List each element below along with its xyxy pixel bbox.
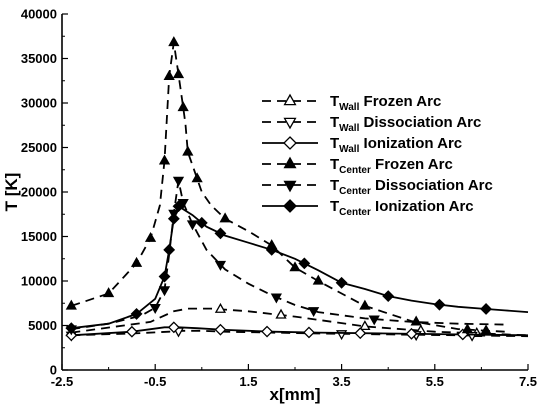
data-point — [172, 68, 185, 79]
data-point — [182, 145, 194, 156]
data-point — [177, 101, 189, 112]
x-axis-title: x[mm] — [269, 385, 320, 404]
data-point — [289, 261, 301, 272]
series-4 — [65, 36, 505, 335]
axes-layer: 0 5000 10000 15000 20000 25000 30000 35000 40000… — [21, 7, 537, 390]
x-tick-label: 3.5 — [333, 374, 351, 389]
data-point — [158, 286, 171, 297]
legend-label: TCenter Ionization Arc — [330, 198, 474, 218]
data-point — [359, 320, 371, 331]
data-point — [275, 308, 287, 319]
legend-label: TCenter Dissociation Arc — [330, 177, 493, 197]
data-point — [158, 154, 171, 165]
legend-marker — [283, 180, 297, 193]
data-point — [125, 325, 138, 338]
data-point — [261, 325, 273, 338]
data-point — [65, 322, 78, 335]
data-point — [149, 304, 161, 315]
data-point — [130, 308, 143, 320]
series-line — [71, 329, 529, 338]
legend-item: TWall Frozen Arc — [262, 93, 441, 113]
data-point — [214, 302, 227, 313]
legend-label: TWall Dissociation Arc — [330, 114, 481, 134]
data-point — [410, 315, 422, 326]
data-point — [308, 307, 320, 318]
series-line — [71, 307, 529, 337]
data-point — [65, 299, 77, 310]
data-point — [312, 274, 324, 285]
y-tick-label: 5000 — [28, 318, 57, 333]
data-point — [144, 231, 157, 242]
data-point — [265, 243, 278, 256]
data-point — [335, 276, 348, 289]
data-point — [195, 216, 208, 229]
legend-label: TCenter Frozen Arc — [330, 156, 453, 176]
data-point — [172, 200, 185, 213]
y-tick-label: 0 — [50, 363, 57, 378]
data-point — [214, 227, 227, 240]
y-tick-label: 25000 — [21, 140, 57, 155]
legend-item: TCenter Frozen Arc — [262, 156, 453, 176]
data-point — [214, 323, 227, 336]
data-point — [214, 260, 227, 271]
legend-marker — [283, 93, 297, 106]
data-point — [130, 256, 143, 267]
legend-marker — [283, 136, 297, 150]
data-point — [167, 212, 180, 225]
data-point — [461, 323, 474, 334]
legend-label: TWall Frozen Arc — [330, 93, 441, 113]
y-tick-label: 40000 — [21, 7, 57, 22]
data-point — [186, 220, 199, 231]
data-point — [191, 172, 203, 183]
data-point — [102, 287, 115, 298]
data-point — [158, 270, 171, 283]
data-point — [163, 243, 176, 256]
series-layer — [65, 36, 529, 342]
x-tick-label: 7.5 — [519, 374, 537, 389]
x-tick-label: -2.5 — [51, 374, 73, 389]
y-axis-title: T [K] — [2, 173, 21, 212]
data-point — [219, 212, 231, 223]
series-line — [71, 42, 505, 333]
data-point — [172, 176, 185, 187]
series-3 — [65, 321, 529, 342]
y-tick-label: 15000 — [21, 229, 57, 244]
x-tick-label: 1.5 — [239, 374, 257, 389]
legend-marker — [283, 156, 297, 169]
data-point — [480, 324, 492, 335]
legend-item: TCenter Ionization Arc — [262, 198, 474, 218]
data-point — [359, 299, 371, 310]
data-point — [480, 303, 492, 315]
data-point — [405, 327, 418, 340]
data-point — [303, 326, 315, 339]
y-tick-label: 30000 — [21, 96, 57, 111]
x-tick-label: 5.5 — [426, 374, 444, 389]
data-point — [163, 69, 175, 80]
legend-item: TWall Dissociation Arc — [262, 114, 481, 134]
legend-item: TWall Ionization Arc — [262, 135, 462, 155]
data-point — [382, 290, 395, 303]
data-point — [270, 293, 282, 304]
data-point — [167, 321, 180, 334]
legend-marker — [283, 117, 297, 130]
data-point — [433, 298, 446, 311]
legend-item: TCenter Dissociation Arc — [262, 177, 493, 197]
series-line — [71, 204, 529, 330]
series-6 — [65, 200, 529, 335]
y-tick-label: 10000 — [21, 274, 57, 289]
data-point — [368, 315, 380, 326]
data-point — [354, 327, 367, 340]
data-point — [168, 36, 180, 47]
legend-marker — [283, 199, 297, 213]
data-point — [298, 257, 311, 270]
y-tick-label: 20000 — [21, 185, 57, 200]
y-tick-label: 35000 — [21, 51, 57, 66]
x-tick-label: -0.5 — [144, 374, 166, 389]
legend-label: TWall Ionization Arc — [330, 135, 462, 155]
